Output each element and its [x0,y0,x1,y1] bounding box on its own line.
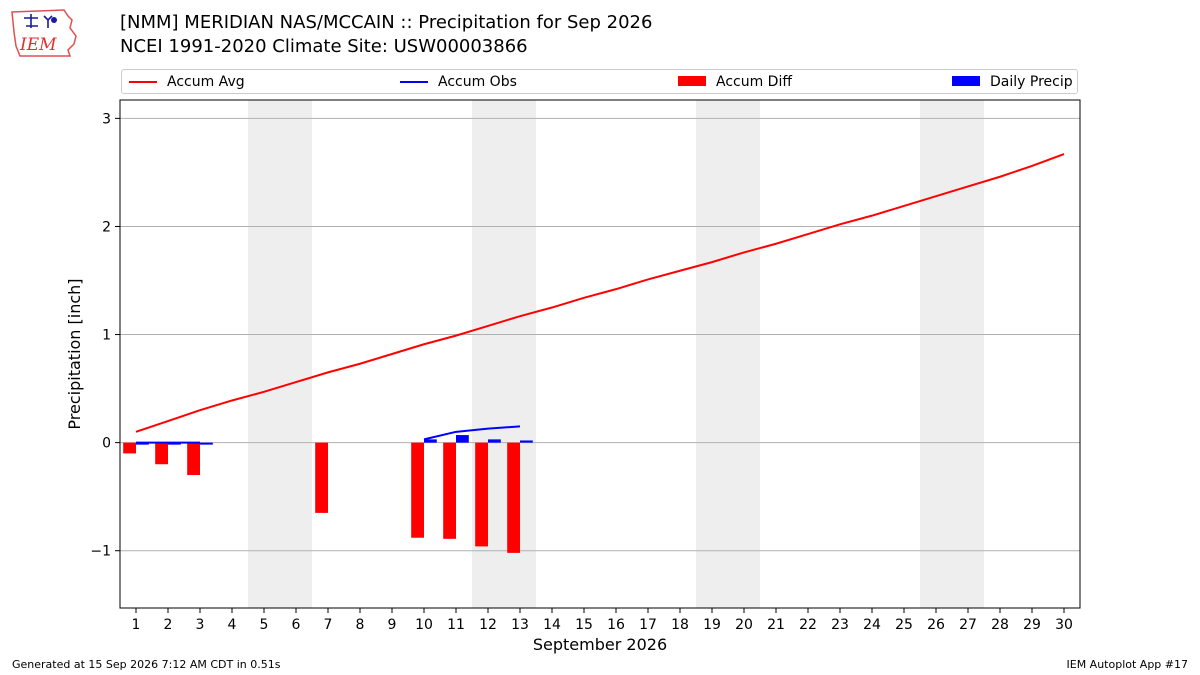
x-tick-label: 13 [511,617,529,633]
x-tick-label: 23 [831,617,849,633]
chart-subtitle: NCEI 1991-2020 Climate Site: USW00003866 [120,36,528,57]
footer-generated: Generated at 15 Sep 2026 7:12 AM CDT in … [12,658,281,671]
y-tick-label: −1 [90,544,111,560]
legend-swatch-accum-obs [400,81,428,83]
iem-logo: IEM [11,9,77,57]
line-accum-avg [135,153,1065,433]
line-accum-obs [423,425,521,441]
x-axis-label: September 2026 [533,635,667,654]
x-tick-label: 27 [959,617,977,633]
x-tick-label: 3 [196,617,205,633]
y-tick-label: 3 [102,111,111,127]
legend-swatch-daily-precip [952,76,980,86]
x-tick-label: 29 [1023,617,1041,633]
bar-daily-precip [136,442,149,445]
bar-accum-diff [507,442,520,553]
bar-accum-diff [443,442,456,539]
bar-daily-precip [200,442,213,445]
x-tick-label: 7 [324,617,333,633]
x-tick-label: 25 [895,617,913,633]
x-tick-label: 9 [388,617,397,633]
x-tick-label: 21 [767,617,785,633]
y-tick-label: 1 [102,328,111,344]
x-tick-label: 17 [639,617,657,633]
legend-swatch-accum-avg [129,81,157,83]
plot-frame [119,99,1081,609]
bar-daily-precip [456,435,469,443]
bar-accum-diff [315,442,328,513]
x-tick-label: 18 [671,617,689,633]
bar-accum-diff [411,442,424,538]
logo-text: IEM [19,35,57,55]
x-tick-label: 19 [703,617,721,633]
x-tick-label: 8 [356,617,365,633]
bar-accum-diff [123,442,136,454]
bar-daily-precip [168,442,181,445]
weekend-shade [920,100,984,608]
weekend-shade [248,100,312,608]
x-tick-label: 30 [1055,617,1073,633]
x-tick-label: 14 [543,617,561,633]
weekend-shade [472,100,536,608]
legend-label-daily-precip: Daily Precip [990,74,1073,90]
bar-accum-diff [475,442,488,547]
x-tick-label: 1 [132,617,141,633]
legend-label-accum-avg: Accum Avg [167,74,245,90]
legend-label-accum-diff: Accum Diff [716,74,793,90]
bar-daily-precip [520,440,533,443]
x-tick-label: 15 [575,617,593,633]
x-tick-label: 10 [415,617,433,633]
y-tick-label: 0 [102,436,111,452]
x-tick-label: 22 [799,617,817,633]
x-tick-label: 6 [292,617,301,633]
footer-app: IEM Autoplot App #17 [1066,658,1189,671]
bar-accum-diff [187,442,200,476]
legend-swatch-accum-diff [678,76,706,86]
x-tick-label: 28 [991,617,1009,633]
bar-accum-diff [155,442,168,465]
x-tick-label: 2 [164,617,173,633]
bar-daily-precip [424,439,437,443]
x-tick-label: 4 [228,617,237,633]
chart-legend: Accum Avg Accum Obs Accum Diff Daily Pre… [121,69,1078,94]
x-tick-label: 20 [735,617,753,633]
chart-title: [NMM] MERIDIAN NAS/MCCAIN :: Precipitati… [120,12,653,33]
x-tick-label: 12 [479,617,497,633]
legend-label-accum-obs: Accum Obs [438,74,517,90]
x-tick-label: 26 [927,617,945,633]
x-tick-label: 5 [260,617,269,633]
y-axis-label: Precipitation [inch] [65,278,84,429]
y-tick-label: 2 [102,219,111,235]
x-tick-label: 11 [447,617,465,633]
x-tick-label: 24 [863,617,881,633]
weekend-shade [696,100,760,608]
bar-daily-precip [488,439,501,443]
x-tick-label: 16 [607,617,625,633]
